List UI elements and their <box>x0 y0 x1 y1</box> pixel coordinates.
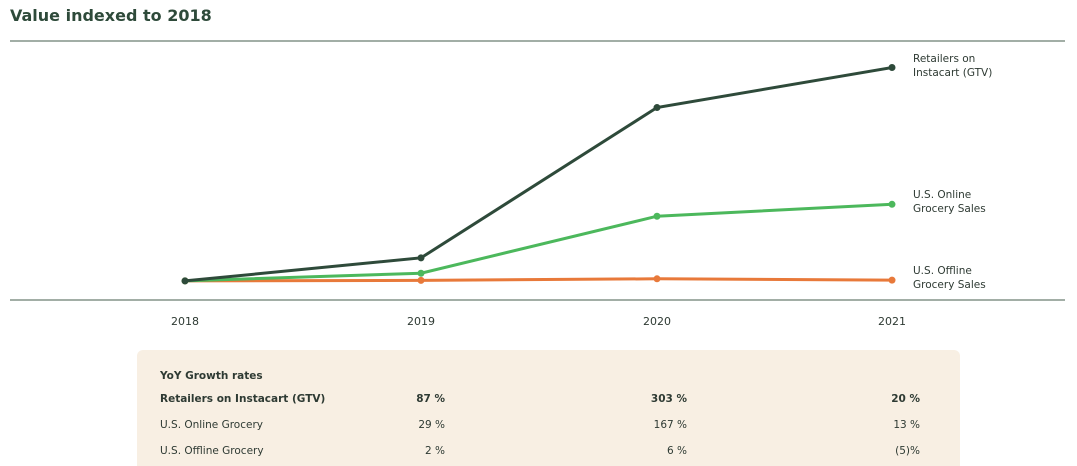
table-cell: 303 % <box>650 393 687 405</box>
chart-title: Value indexed to 2018 <box>10 6 212 25</box>
x-tick-label: 2018 <box>171 315 199 328</box>
row-label: U.S. Online Grocery <box>160 419 263 431</box>
table-cell: 29 % <box>418 419 445 431</box>
series-line <box>184 277 893 283</box>
table-cell: 2 % <box>425 445 445 457</box>
x-tick-label: 2019 <box>407 315 435 328</box>
row-label: U.S. Offline Grocery <box>160 445 264 457</box>
point <box>653 275 661 283</box>
growth-table: YoY Growth rates Retailers on Instacart (… <box>137 350 960 466</box>
series-line <box>184 202 893 283</box>
row-label: Retailers on Instacart (GTV) <box>160 393 326 405</box>
point <box>417 276 425 284</box>
series-label: Retailers on Instacart (GTV) <box>913 52 993 79</box>
series-line <box>184 66 893 283</box>
point <box>417 254 425 262</box>
point <box>417 269 425 277</box>
series-label: U.S. Offline Grocery Sales <box>913 265 986 292</box>
point <box>888 276 896 284</box>
point <box>888 200 896 208</box>
point <box>653 104 661 112</box>
x-tick-label: 2021 <box>878 315 906 328</box>
table-header: YoY Growth rates <box>160 370 263 382</box>
series-label: U.S. Online Grocery Sales <box>913 189 986 216</box>
table-cell: 6 % <box>667 445 687 457</box>
table-cell: 13 % <box>893 419 920 431</box>
point <box>888 64 896 72</box>
table-cell: 20 % <box>891 393 920 405</box>
point <box>181 277 189 285</box>
table-cell: (5)% <box>895 445 920 457</box>
point <box>653 212 661 220</box>
x-tick-label: 2020 <box>643 315 671 328</box>
table-cell: 167 % <box>653 419 687 431</box>
table-cell: 87 % <box>416 393 445 405</box>
